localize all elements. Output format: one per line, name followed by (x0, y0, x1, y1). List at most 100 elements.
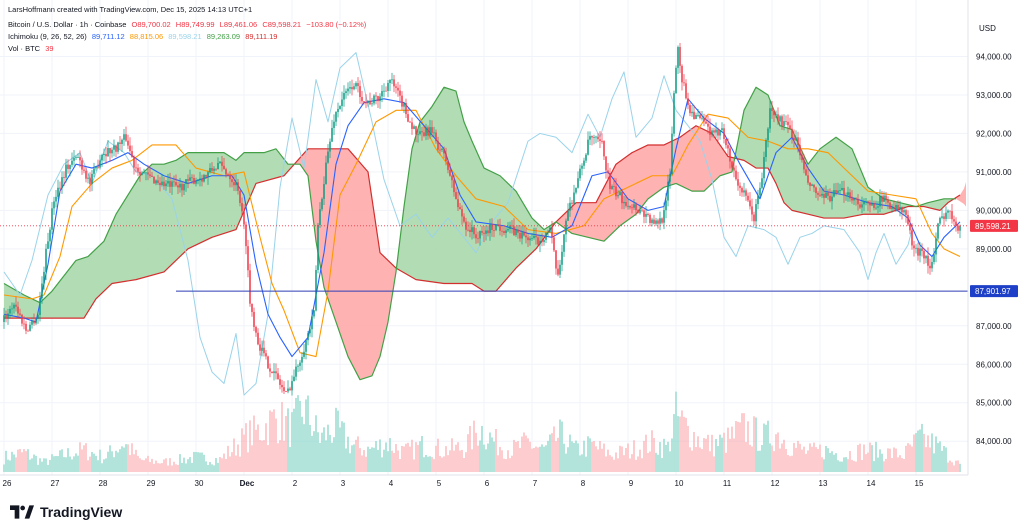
volume-bar (203, 454, 205, 472)
candle-body (805, 169, 807, 176)
candle-body (829, 195, 831, 202)
volume-bar (553, 426, 555, 472)
volume-bar (365, 456, 367, 472)
candle-body (751, 206, 753, 215)
volume-bar (577, 443, 579, 472)
volume-bar (501, 450, 503, 472)
volume-bar (467, 434, 469, 472)
volume-bar (123, 447, 125, 472)
horizontal-line[interactable] (0, 225, 968, 292)
volume-bar (903, 459, 905, 472)
volume-bar (551, 433, 553, 472)
price-axis[interactable]: 94,000.00 93,000.00 92,000.00 91,000.00 90,0… (970, 52, 1018, 446)
cloud-segment-bullish (40, 298, 44, 319)
volume-bar (295, 397, 297, 472)
volume-bar (245, 423, 247, 472)
volume-bar (933, 453, 935, 472)
tradingview-brand[interactable]: TradingView (10, 504, 122, 520)
cloud-segment-bearish (584, 202, 588, 238)
volume-bar (267, 445, 269, 472)
volume-label[interactable]: Vol · BTC (8, 44, 41, 53)
cloud-segment-bullish (228, 155, 232, 233)
volume-bar (881, 453, 883, 472)
volume-bar (39, 458, 41, 472)
candle-body (297, 365, 299, 367)
volume-bar (435, 445, 437, 472)
volume-bar (895, 448, 897, 472)
volume-bar (863, 444, 865, 472)
candle-body (359, 86, 361, 98)
volume-bar (483, 444, 485, 472)
candle-body (905, 210, 907, 215)
candle-body (31, 320, 33, 325)
candle-body (667, 181, 669, 201)
volume-bar (437, 438, 439, 472)
candle-body (555, 250, 557, 269)
candle-body (141, 172, 143, 175)
symbol-title[interactable]: Bitcoin / U.S. Dollar · 1h · Coinbase (8, 20, 127, 29)
candle-body (605, 156, 607, 171)
volume-bar (235, 455, 237, 472)
price-tick-label: 85,000.00 (976, 399, 1012, 408)
candle-body (251, 303, 253, 312)
candle-body (173, 181, 175, 183)
volume-bar (779, 448, 781, 472)
volume-bar (637, 456, 639, 472)
volume-bar (541, 444, 543, 472)
volume-bar (719, 434, 721, 472)
volume-bar (129, 455, 131, 472)
cloud-segment-bearish (604, 179, 608, 242)
cloud-segment-bearish (700, 127, 704, 192)
candle-body (319, 209, 321, 225)
volume-bar (191, 462, 193, 472)
volume-bar (763, 423, 765, 472)
volume-bar (829, 452, 831, 472)
candle-body (517, 229, 519, 233)
volume-bar (755, 417, 757, 472)
volume-bar (7, 459, 9, 472)
candle-body (483, 232, 485, 234)
candle-body (365, 102, 367, 104)
candle-body (909, 224, 911, 231)
cloud-segment-bullish (836, 137, 840, 219)
candle-body (183, 183, 185, 191)
volume-bar (99, 449, 101, 472)
volume-bar (587, 436, 589, 472)
ichimoku-label[interactable]: Ichimoku (9, 26, 52, 26) (8, 32, 87, 41)
volume-bar (513, 439, 515, 472)
candle-body (903, 210, 905, 213)
candle-body (345, 91, 347, 94)
candle-body (535, 235, 537, 238)
currency-label[interactable]: USD (979, 24, 996, 33)
volume-bar (413, 459, 415, 472)
volume-bar (465, 452, 467, 472)
volume-bar (389, 438, 391, 472)
volume-bar (47, 464, 49, 472)
candle-body (939, 217, 941, 224)
cloud-segment-bullish (248, 152, 252, 202)
cloud-segment-bullish (44, 295, 48, 319)
volume-bar (221, 458, 223, 472)
candle-body (567, 210, 569, 221)
candle-body (353, 86, 355, 90)
candle-body (343, 93, 345, 100)
candle-body (117, 142, 119, 152)
volume-bar (145, 458, 147, 472)
time-tick-label: 15 (915, 479, 924, 488)
volume-bar (363, 450, 365, 472)
volume-bar (481, 425, 483, 472)
volume-bar (351, 445, 353, 472)
candle-body (951, 211, 953, 220)
cloud-segment-bullish (424, 111, 428, 282)
candle-body (563, 234, 565, 252)
volume-bar (67, 448, 69, 472)
price-tick-label: 92,000.00 (976, 129, 1012, 138)
candle-body (625, 201, 627, 206)
candle-body (515, 229, 517, 236)
candle-body (797, 137, 799, 146)
time-axis[interactable]: 26 27 28 29 30 Dec 2 3 4 5 6 7 8 9 10 11 12 13 14 15 (3, 479, 924, 488)
cloud-segment-bearish (688, 128, 692, 192)
candle-body (53, 201, 55, 209)
volume-bar (347, 436, 349, 472)
